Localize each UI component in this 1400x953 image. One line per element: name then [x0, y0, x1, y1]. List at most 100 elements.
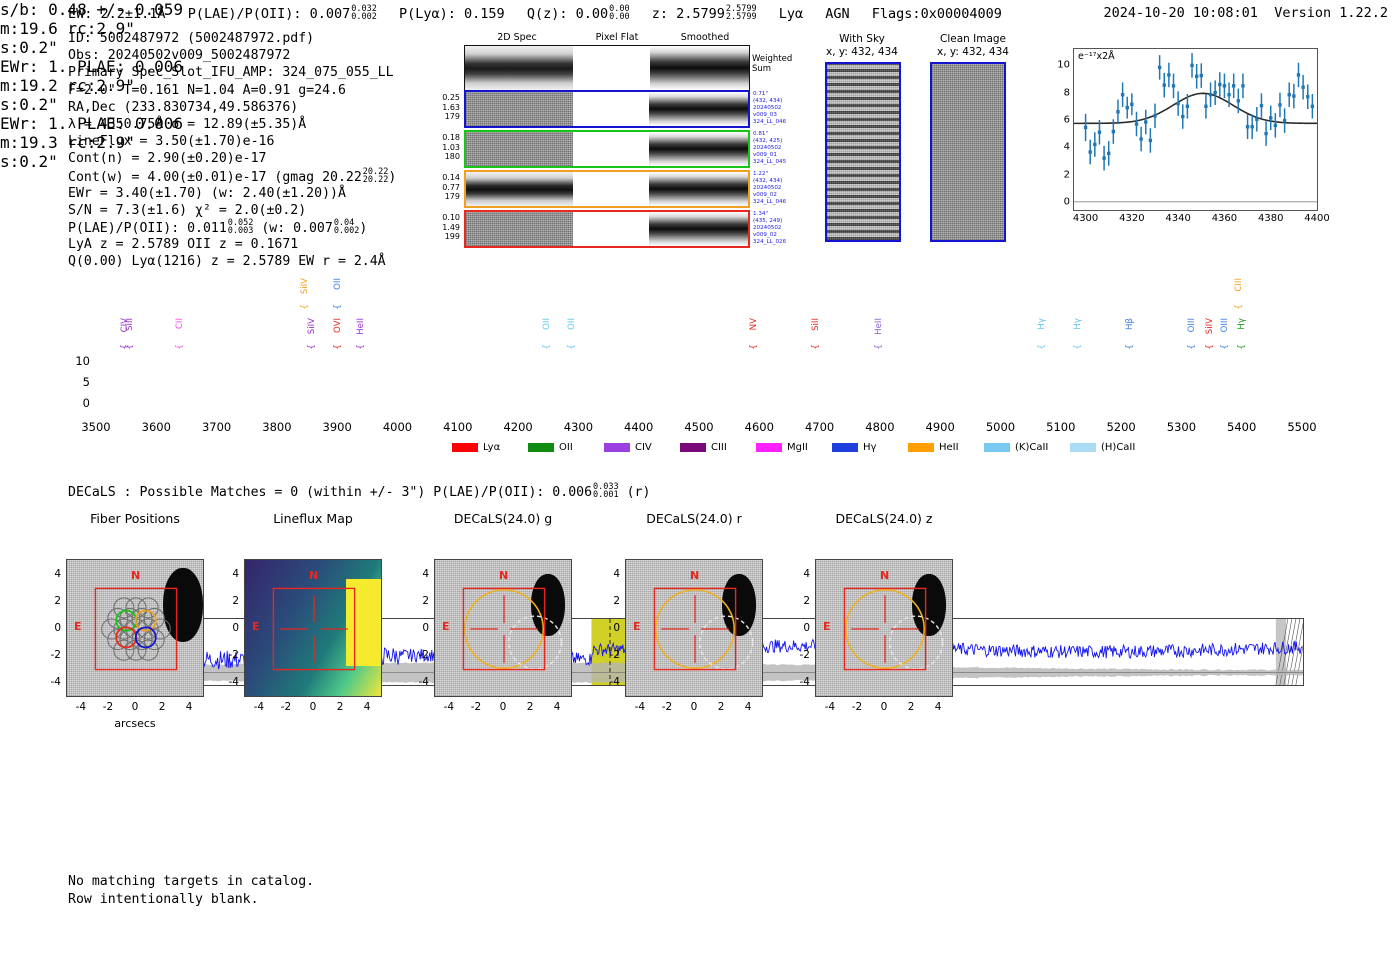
spectrum-xtick: 5100 — [1046, 420, 1076, 434]
cutout-ytick-0: 0 — [54, 622, 61, 634]
compass-north-1: N — [309, 569, 319, 582]
cutout-ytick-1: -2 — [228, 649, 239, 662]
legend-label: CIV — [635, 442, 652, 453]
legend-label: Lyα — [483, 442, 501, 453]
legend-label: (H)CaII — [1101, 442, 1136, 453]
compass-east-1: E — [252, 620, 260, 633]
linefit-ytick: 0 — [1063, 196, 1070, 208]
cutout-xtick-1: 0 — [309, 701, 317, 713]
header-plya: P(Lyα): 0.159 — [399, 5, 505, 22]
legend-label: Hγ — [863, 442, 877, 453]
cutout-caption2-2: EWr: 1. PLAE: 0.006 — [0, 57, 184, 76]
cutout-overlay-4 — [843, 587, 944, 671]
linefit-xtick: 4340 — [1165, 213, 1191, 224]
compass-north-2: N — [499, 569, 509, 582]
legend-swatch-icon — [680, 442, 706, 452]
cutout-xtick-2: 4 — [553, 701, 561, 713]
info-q-line: Q(0.00) Lyα(1216) z = 2.5789 EW r = 2.4Å — [68, 254, 386, 270]
linefit-ytick: 8 — [1063, 87, 1070, 99]
clean-image — [930, 62, 1006, 242]
spectrum-line-label-cii-2: CII — [175, 318, 186, 330]
cutout-ytick-3: 2 — [613, 594, 620, 607]
legend-item-mgii: MgII — [756, 442, 808, 453]
spectrum-line-brace-6: { — [333, 304, 344, 310]
spectrum-line-brace-19: { — [1234, 304, 1245, 310]
spectrum-line-label-hγ-14: Hγ — [1072, 318, 1083, 330]
spectrum-xtick: 4000 — [382, 420, 413, 434]
header-timestamp-version: 2024-10-20 10:08:01 Version 1.22.2 — [1103, 5, 1389, 21]
cutout-ytick-1: 2 — [232, 594, 239, 607]
cutout-overlay-1 — [272, 587, 356, 671]
spectrum-xtick: 3700 — [201, 420, 232, 434]
header-plae: P(LAE)/P(OII): 0.007 0.032 0.002 — [187, 4, 377, 23]
spectrum-line-brace-18: { — [1219, 344, 1230, 350]
cutout-xtick-2: -4 — [443, 701, 455, 713]
cutout-xtick-0: 4 — [185, 701, 193, 713]
cutout-xtick-4: 0 — [880, 701, 888, 713]
header-classification: Lyα — [778, 5, 804, 22]
cutout-ytick-2: 0 — [422, 622, 429, 634]
cutout-ytick-0: -4 — [50, 676, 61, 689]
linefit-xtick: 4400 — [1304, 213, 1330, 224]
cutout-xtick-4: -2 — [851, 701, 863, 713]
cutout-overlay-0 — [94, 587, 178, 671]
spectrum-line-brace-9: { — [567, 344, 578, 350]
spectrum-line-brace-7: { — [356, 344, 367, 350]
fiber-row-meta-2: 1.22" (432, 434) 20240502 v009_02 324_LL_046 — [753, 171, 787, 205]
spectrum-xtick: 4300 — [563, 420, 594, 434]
cutout-ytick-2: 4 — [422, 567, 429, 580]
info-z-solutions: LyA z = 2.5789 OII z = 0.1671 — [68, 237, 299, 253]
cutout-xtick-0: -2 — [102, 701, 114, 713]
legend-label: (K)CaII — [1015, 442, 1049, 453]
cutout-ytick-0: 2 — [54, 594, 61, 607]
spectrum-xtick: 4800 — [865, 420, 895, 434]
spectrum-xtick: 4700 — [804, 420, 835, 434]
legend-label: CIII — [711, 442, 727, 453]
spectrum-line-label-heii-7: HeII — [356, 318, 367, 335]
col-title-smoothed: Smoothed — [680, 32, 730, 43]
spectrum-line-brace-1: { — [124, 344, 135, 350]
spectrum-line-brace-5: { — [299, 304, 310, 310]
header-qz: Q(z): 0.00 0.00 0.00 — [526, 4, 630, 23]
spectrum-xtick: 5400 — [1227, 420, 1257, 434]
cutout-ytick-4: 0 — [803, 622, 810, 634]
cutout-xtick-1: -4 — [253, 701, 265, 713]
spectrum-line-label-siiv-3: SiIV — [306, 318, 317, 335]
source-info-block: ID: 5002487972 (5002487972.pdf) Obs: 202… — [68, 30, 488, 271]
cutout-panel-title-2: DECaLS(24.0) g — [453, 511, 553, 526]
fiber-row-image-1 — [464, 130, 750, 168]
spectrum-line-label-siii-11: SiII — [810, 318, 821, 331]
cutout-xtick-3: 4 — [744, 701, 752, 713]
legend-swatch-icon — [604, 442, 630, 452]
compass-east-2: E — [442, 620, 450, 633]
legend-swatch-icon — [832, 442, 858, 452]
cutout-xlabel-0: arcsecs — [114, 717, 156, 730]
spectrum-line-label-oii-6: OII — [333, 278, 344, 290]
spectrum-xtick: 3600 — [141, 420, 171, 434]
legend-swatch-icon — [908, 442, 934, 452]
cutout-ytick-2: 2 — [422, 594, 429, 607]
spectrum-line-label-siii-1: SiII — [124, 318, 135, 331]
cutout-image-3 — [625, 559, 763, 697]
linefit-xtick: 4360 — [1211, 213, 1238, 224]
cutout-ytick-1: 4 — [232, 567, 239, 580]
spectrum-xtick: 4500 — [684, 420, 714, 434]
cutout-ytick-0: -2 — [50, 649, 61, 662]
fiber-row-stats-3: 0.10 1.49 199 — [442, 213, 460, 241]
legend-item-hcaii: (H)CaII — [1070, 442, 1135, 453]
legend-item-oii: OII — [528, 442, 573, 453]
spectrum-line-brace-4: { — [333, 344, 344, 350]
cutout-xtick-0: 0 — [131, 701, 139, 713]
spectrum-line-label-nv-10: NV — [749, 318, 760, 331]
cutout-image-1 — [244, 559, 382, 697]
info-seeing-params: F=2.0" T=0.161 N=1.04 A=0.91 g=24.6 — [68, 82, 346, 98]
spectrum-line-label-heii-12: HeII — [873, 318, 884, 335]
cutout-xtick-4: 4 — [934, 701, 942, 713]
fiber-row-meta-1: 0.81" (432, 425) 20240502 v009_01 324_LL_045 — [753, 131, 787, 165]
spec2d-panel-group: 2D Spec Pixel Flat Smoothed Weighted Sum… — [432, 32, 792, 257]
bottom-note-line2: Row intentionally blank. — [68, 891, 259, 907]
cutout-ytick-4: 2 — [803, 594, 810, 607]
linefit-xtick: 4380 — [1257, 213, 1284, 224]
cutout-caption2-3: EWr: 1. PLAE: 0.006 — [0, 114, 184, 133]
info-snr-chi2: S/N = 7.3(±1.6) χ² = 2.0(±0.2) — [68, 202, 307, 218]
